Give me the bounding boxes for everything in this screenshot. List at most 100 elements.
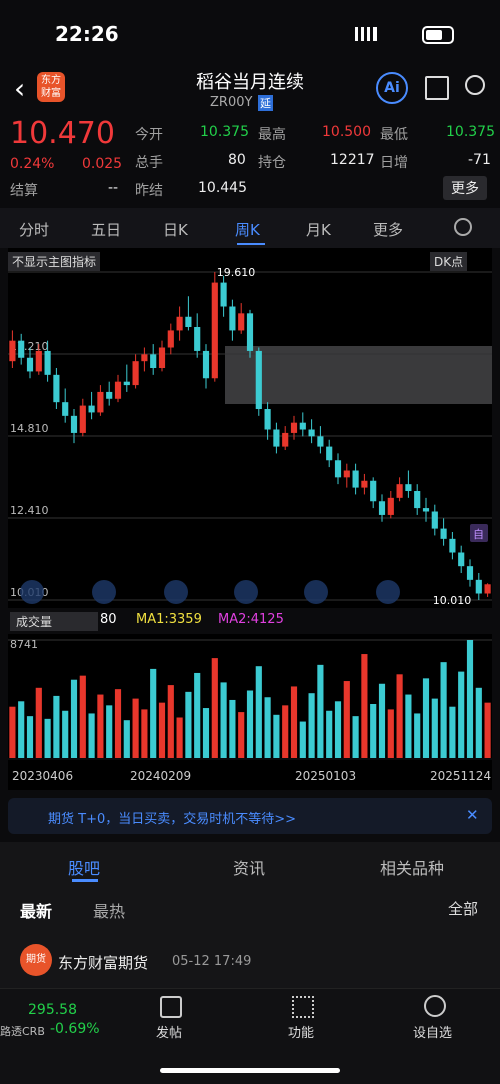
volume-bar <box>97 694 104 758</box>
candle-body <box>70 415 78 433</box>
change: 0.025 <box>82 156 123 172</box>
x-date-label: 20230406 <box>12 769 73 783</box>
marker: 自 <box>473 528 484 541</box>
volume-selector[interactable]: 成交量 <box>10 612 98 631</box>
candle-body <box>211 282 218 379</box>
dk-button[interactable]: DK点 <box>430 252 468 271</box>
func-icon[interactable] <box>292 996 314 1018</box>
post-author[interactable]: 东方财富期货 <box>58 954 149 972</box>
volume-bar <box>123 720 130 758</box>
volume-bar <box>334 701 342 758</box>
volume-bar <box>35 687 42 758</box>
candle-body <box>185 316 192 328</box>
candle-body <box>62 402 69 416</box>
nav-button <box>164 580 188 604</box>
candle-body <box>334 460 342 478</box>
chart-bg <box>8 248 492 608</box>
candle-body <box>264 409 271 430</box>
section-tab[interactable]: 相关品种 <box>380 859 445 878</box>
section-underline <box>72 879 98 882</box>
y-tick-label: 12.410 <box>10 504 49 517</box>
candle-body <box>106 391 113 399</box>
candle-body <box>176 316 183 331</box>
ai-button[interactable]: Ai <box>376 72 408 104</box>
volume-bar <box>194 672 201 758</box>
field-value: -71 <box>468 152 491 168</box>
share-button[interactable] <box>425 76 449 100</box>
banner[interactable] <box>8 798 492 834</box>
code: ZR00Y <box>210 95 253 110</box>
status-time: 22:26 <box>55 22 119 46</box>
candle-body <box>123 381 130 386</box>
banner-close[interactable]: ✕ <box>466 806 479 824</box>
volume-bar <box>308 693 315 758</box>
banner-text[interactable]: 期货 T+0，当日买卖，交易时机不等待>> <box>48 812 297 827</box>
field-value: -- <box>108 180 119 196</box>
volume-bar <box>431 698 438 758</box>
volume-bar <box>44 718 51 758</box>
field-label: 最高 <box>258 127 286 143</box>
candle-body <box>396 484 403 498</box>
volume-bar <box>343 681 350 758</box>
settings-icon[interactable] <box>454 218 472 236</box>
func-button[interactable]: 功能 <box>288 1026 315 1041</box>
volume-bar <box>114 689 122 758</box>
nav-button <box>376 580 400 604</box>
candle-body <box>299 422 306 430</box>
post-button[interactable]: 发帖 <box>156 1026 183 1041</box>
volume-bar <box>158 702 166 758</box>
tab[interactable]: 日K <box>163 221 188 239</box>
candle-body <box>290 422 298 433</box>
tab-bar <box>0 208 500 248</box>
tab[interactable]: 更多 <box>373 221 404 239</box>
tab[interactable]: 分时 <box>19 221 50 239</box>
tab[interactable]: 五日 <box>91 221 122 239</box>
volume-bar <box>466 640 474 758</box>
tab-active[interactable]: 周K <box>235 221 260 239</box>
candle-body <box>9 340 16 362</box>
field-label: 昨结 <box>135 183 163 199</box>
section-tab[interactable]: 股吧 <box>68 859 101 878</box>
field-value: 10.445 <box>198 180 247 196</box>
candle-body <box>405 484 412 492</box>
volume-bar <box>185 691 192 758</box>
candle-body <box>378 501 386 515</box>
nav-button <box>234 580 258 604</box>
volume-bar <box>387 709 394 758</box>
overlay-box <box>225 346 492 404</box>
filter-latest[interactable]: 最新 <box>20 902 53 921</box>
filter-all[interactable]: 全部 <box>448 900 479 918</box>
candle-body <box>220 282 227 307</box>
tab[interactable]: 月K <box>306 221 331 239</box>
field-label: 总手 <box>135 155 163 171</box>
volume-bar <box>62 710 69 758</box>
volume-bar <box>88 713 95 758</box>
filter-hot[interactable]: 最热 <box>93 902 126 921</box>
x-date-label: 20250103 <box>295 769 356 783</box>
section-tab[interactable]: 资讯 <box>233 859 266 878</box>
candle-body <box>202 350 210 379</box>
post-icon[interactable] <box>160 996 182 1018</box>
search-button[interactable] <box>465 75 485 95</box>
candle-body <box>475 579 482 594</box>
back-button[interactable]: ‹ <box>14 72 26 105</box>
nav-button <box>92 580 116 604</box>
indicator-button[interactable]: 不显示主图指标 <box>8 252 101 271</box>
volume-bar <box>79 675 86 758</box>
volume-bar <box>141 709 148 758</box>
candle-body <box>370 480 377 502</box>
candle-body <box>44 350 51 375</box>
watch-icon[interactable] <box>424 995 446 1017</box>
date-bg <box>8 760 492 790</box>
index-value: 295.58 <box>28 1002 77 1018</box>
y-tick-label: 8741 <box>10 638 38 651</box>
volume-bar <box>150 668 157 758</box>
more-button[interactable]: 更多 <box>443 176 487 200</box>
signal-icon <box>355 27 377 41</box>
watch-button[interactable]: 设自选 <box>413 1026 453 1041</box>
volume-bar <box>106 705 113 758</box>
candle-body <box>132 361 139 386</box>
candle-body <box>88 405 95 413</box>
volume-bar <box>484 702 491 758</box>
volume-bar <box>405 694 412 758</box>
